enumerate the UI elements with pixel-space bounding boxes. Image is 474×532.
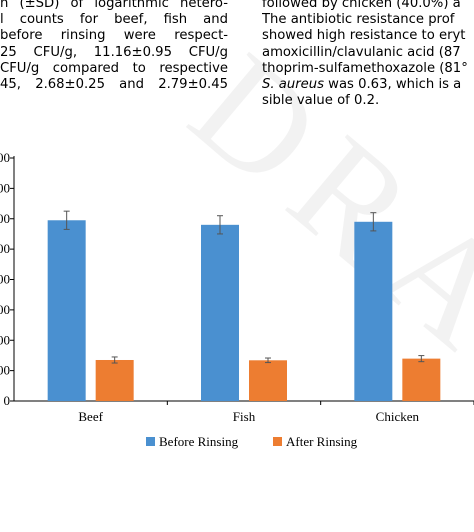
right-text-line: amoxicillin/clavulanic acid (87: [262, 44, 461, 60]
y-tick-label: 00: [0, 241, 10, 256]
y-tick-label: 00: [0, 272, 10, 287]
legend-label: After Rinsing: [286, 434, 358, 449]
y-tick-label: 00: [0, 332, 10, 347]
x-tick-label: Chicken: [376, 409, 420, 424]
right-text-line: followed by chicken (40.0%) a: [262, 0, 461, 11]
right-text-line: thoprim-sulfamethoxazole (81°: [262, 60, 468, 76]
bar: [249, 360, 287, 401]
species-name: S. aureus: [262, 76, 324, 92]
legend-swatch: [273, 437, 282, 446]
y-tick-label: 00: [0, 363, 10, 378]
bar: [47, 220, 86, 401]
y-tick-label: 00: [0, 302, 10, 317]
right-text-line: sible value of 0.2.: [262, 93, 380, 109]
left-text-line: 25 CFU/g, 11.16±0.95 CFU/g: [0, 44, 228, 60]
left-text-line: n (±SD) of logarithmic hetero-: [0, 0, 228, 11]
bar: [95, 359, 134, 401]
right-text-line: showed high resistance to eryt: [262, 28, 466, 44]
legend-label: Before Rinsing: [159, 434, 239, 449]
legend-swatch: [146, 437, 155, 446]
bar: [354, 221, 393, 401]
x-tick-label: Beef: [78, 409, 103, 424]
right-text-column: followed by chicken (40.0%) a The antibi…: [262, 0, 474, 109]
bar: [402, 358, 441, 401]
y-tick-label: 00: [0, 150, 10, 165]
left-text-line: CFU/g compared to respective: [0, 60, 228, 76]
left-text-line: 45, 2.68±0.25 and 2.79±0.45: [0, 76, 228, 92]
right-text-line: The antibiotic resistance prof: [262, 12, 455, 28]
left-text-column: n (±SD) of logarithmic hetero- l counts …: [0, 0, 228, 93]
y-tick-label: 00: [0, 180, 10, 195]
left-text-line: before rinsing were respect-: [0, 28, 228, 44]
bar: [201, 224, 239, 401]
left-text-line: l counts for beef, fish and: [0, 12, 228, 28]
y-tick-label: 00: [0, 211, 10, 226]
y-tick-label: 0: [4, 393, 11, 408]
x-tick-label: Fish: [233, 409, 256, 424]
right-text-fragment: was 0.63, which is a: [323, 76, 462, 92]
right-text-line: S. aureus was 0.63, which is a: [262, 77, 474, 93]
